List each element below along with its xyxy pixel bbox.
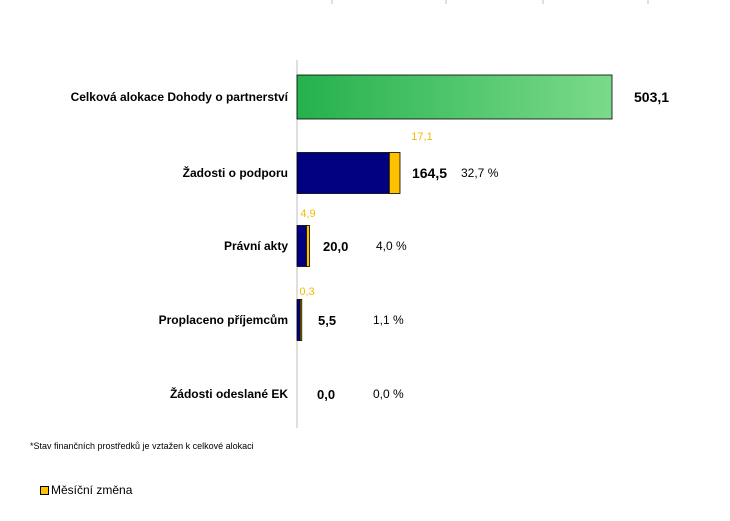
- total-value-label: 503,1: [634, 89, 669, 105]
- bar-segment-monthly-change: [306, 225, 310, 267]
- bar-segment-monthly-change: [299, 299, 303, 341]
- total-value-label: 5,5: [318, 313, 336, 328]
- chart-marks: Celková alokace Dohody o partnerství 503,…: [71, 74, 669, 402]
- bar-segment-base: [296, 225, 307, 267]
- chart-legend: Měsíční změna: [40, 483, 132, 497]
- legend-label-monthly-change: Měsíční změna: [51, 483, 133, 497]
- monthly-change-label: 17,1: [411, 131, 432, 143]
- total-value-label: 164,5: [412, 165, 447, 181]
- bar-segment-base: [296, 152, 390, 194]
- category-label: Žadosti o podporu: [183, 165, 288, 180]
- total-value-label: 20,0: [323, 239, 348, 254]
- bar-segment-base: [296, 299, 301, 341]
- top-tick-marks: [331, 0, 649, 4]
- percent-label: 4,0 %: [376, 239, 407, 253]
- bar-total-allocation: [296, 74, 613, 120]
- category-label: Právní akty: [224, 239, 288, 253]
- percent-label: 32,7 %: [461, 166, 499, 180]
- monthly-change-label: 0,3: [299, 286, 314, 298]
- category-label: Proplaceno příjemcům: [159, 313, 288, 327]
- chart-footnote: *Stav finančních prostředků je vztažen k…: [30, 441, 254, 451]
- percent-label: 1,1 %: [373, 313, 404, 327]
- total-value-label: 0,0: [317, 387, 335, 402]
- monthly-change-label: 4,9: [300, 208, 315, 220]
- category-label: Žádosti odeslané EK: [170, 386, 288, 401]
- legend-swatch-monthly-change: [40, 485, 49, 495]
- category-label: Celková alokace Dohody o partnerství: [71, 90, 289, 104]
- percent-label: 0,0 %: [373, 387, 404, 401]
- bar-segment-monthly-change: [388, 152, 401, 194]
